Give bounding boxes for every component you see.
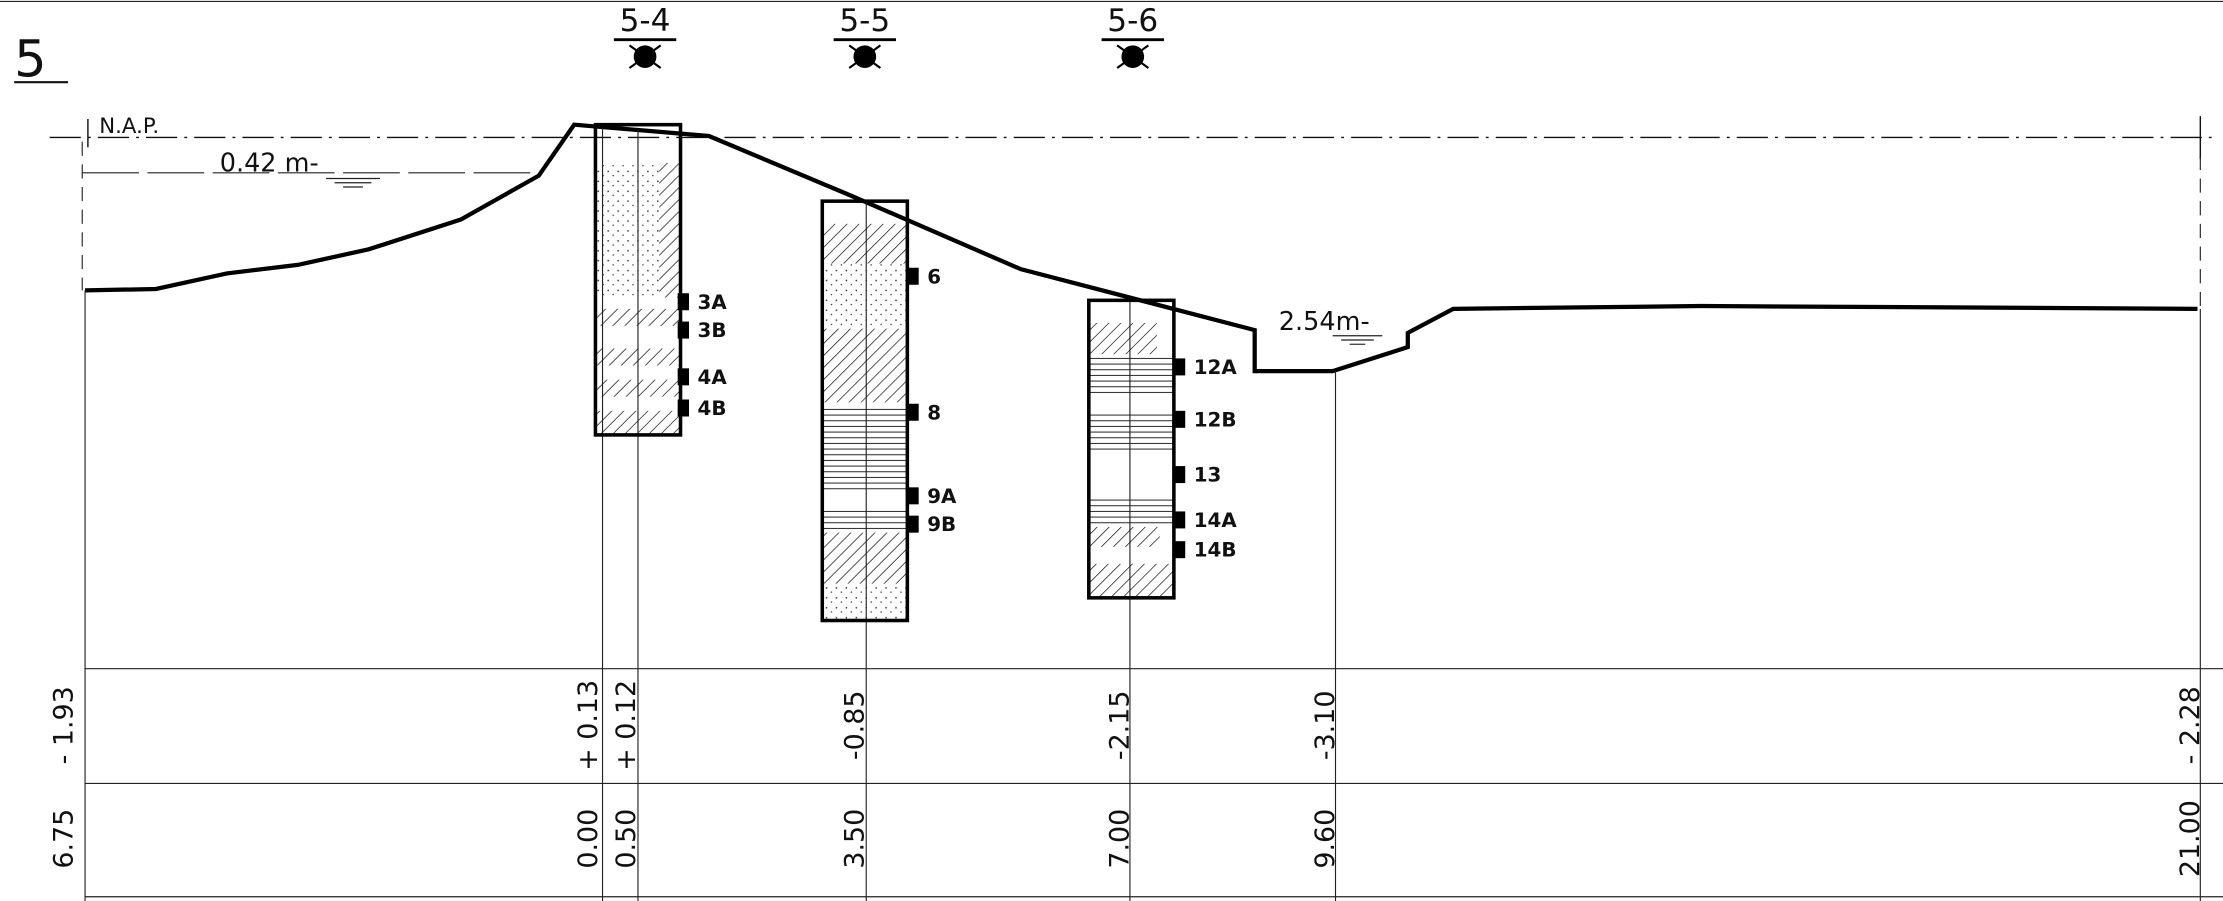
sample-label: 13 [1194, 464, 1222, 487]
section-number: 5 [14, 31, 46, 90]
sample-marker [907, 404, 918, 421]
elevation: + 0.13 [573, 680, 604, 771]
borehole-label: 5-5 [839, 3, 890, 39]
sample-label: 9A [927, 485, 957, 508]
distance: 6.75 [48, 809, 79, 869]
elevation: + 0.12 [611, 680, 642, 771]
cross-section: 5 N.A.P. 5-4 3A 3B 4A 4B 5-5 6 8 9A 9B 5-6 12A 12B 13… [0, 0, 2223, 901]
elevation: -3.10 [1310, 691, 1341, 761]
sample-label: 3A [698, 291, 728, 314]
distance: 0.00 [573, 809, 604, 869]
sample-label: 4A [698, 366, 728, 389]
distance: 7.00 [1105, 809, 1136, 869]
sample-marker [907, 487, 918, 504]
sample-label: 14A [1194, 509, 1238, 532]
sample-label: 14B [1194, 539, 1237, 562]
distance: 9.60 [1310, 809, 1341, 869]
sample-marker [678, 400, 689, 417]
sample-label: 8 [927, 401, 941, 424]
sample-marker [1174, 358, 1185, 375]
distance: 21.00 [2175, 800, 2206, 877]
borehole-log [822, 201, 907, 620]
sample-marker [1174, 541, 1185, 558]
borehole-label: 5-6 [1107, 3, 1158, 39]
sample-marker [678, 322, 689, 339]
sample-marker [678, 368, 689, 385]
sample-label: 9B [927, 513, 956, 536]
elevation: - 1.93 [48, 686, 79, 764]
elevation: -2.15 [1105, 691, 1136, 761]
sample-marker [1174, 411, 1185, 428]
sample-label: 3B [698, 319, 727, 342]
datum-label: N.A.P. [99, 114, 159, 139]
distance: 0.50 [611, 809, 642, 869]
sample-label: 6 [927, 265, 941, 288]
sample-marker [907, 268, 918, 285]
sample-marker [1174, 466, 1185, 483]
sample-label: 12B [1194, 408, 1237, 431]
sample-label: 12A [1194, 356, 1238, 379]
elevation: -0.85 [839, 691, 870, 761]
water-level: 0.42 m- [220, 148, 319, 178]
sample-label: 4B [698, 397, 727, 420]
water-level: 2.54m- [1279, 307, 1370, 337]
sample-marker [678, 293, 689, 310]
borehole-label: 5-4 [620, 3, 671, 39]
borehole-log [595, 125, 680, 435]
sample-marker [907, 516, 918, 533]
sample-marker [1174, 511, 1185, 528]
elevation: - 2.28 [2175, 686, 2206, 764]
distance: 3.50 [839, 809, 870, 869]
